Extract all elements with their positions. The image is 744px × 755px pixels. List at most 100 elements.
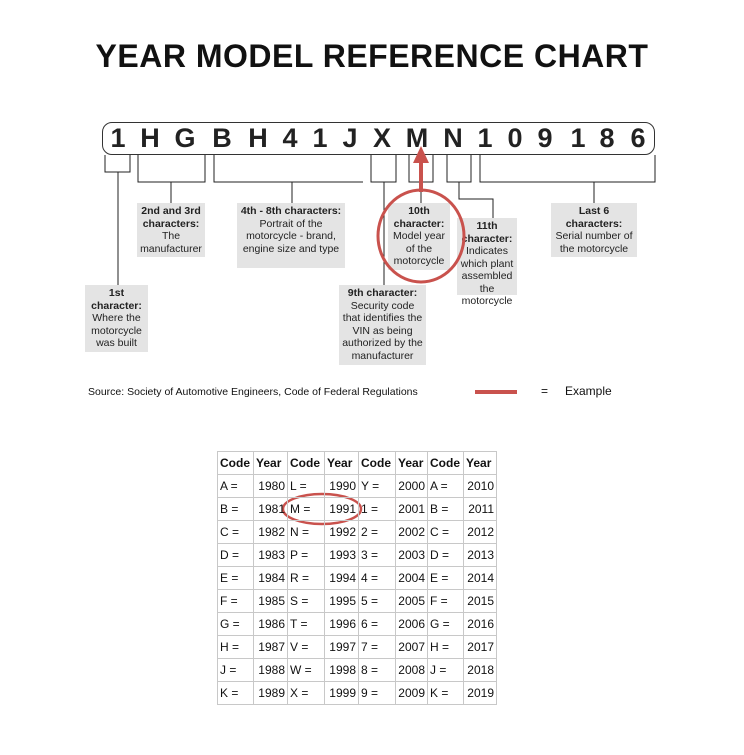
vin-char: M xyxy=(405,123,429,153)
vin-char: X xyxy=(372,123,391,153)
code-cell: T = xyxy=(287,612,325,636)
year-cell: 1990 xyxy=(324,474,359,498)
vin-char: G xyxy=(174,123,196,153)
label-1st: 1st character: Where the motorcycle was b… xyxy=(85,285,148,352)
code-cell: M = xyxy=(287,497,325,521)
column-header: Code xyxy=(427,451,464,475)
code-cell: S = xyxy=(287,589,325,613)
vin-char: 1 xyxy=(570,123,586,153)
year-cell: 2001 xyxy=(395,497,428,521)
year-cell: 2013 xyxy=(463,543,497,567)
table-row: K = 1989 X = 1999 9 = 2009 K = 2019 xyxy=(217,681,497,705)
year-cell: 2006 xyxy=(395,612,428,636)
label-11th: 11th character: Indicates which plant ass… xyxy=(457,218,517,307)
year-cell: 1999 xyxy=(324,681,359,705)
table-row: D = 1983 P = 1993 3 = 2003 D = 2013 xyxy=(217,543,497,567)
code-cell: J = xyxy=(217,658,254,682)
vin-char: 1 xyxy=(110,123,126,153)
code-cell: Y = xyxy=(358,474,396,498)
code-cell: 1 = xyxy=(358,497,396,521)
vin-box xyxy=(102,122,655,155)
year-cell: 1982 xyxy=(253,520,288,544)
vin-char: 1 xyxy=(312,123,328,153)
code-cell: E = xyxy=(427,566,464,590)
column-header: Code xyxy=(217,451,254,475)
bracket-last6 xyxy=(479,155,656,203)
code-cell: V = xyxy=(287,635,325,659)
table-row: J = 1988 W = 1998 8 = 2008 J = 2018 xyxy=(217,658,497,682)
column-header: Year xyxy=(324,451,359,475)
year-cell: 1998 xyxy=(324,658,359,682)
year-cell: 1996 xyxy=(324,612,359,636)
vin-char: H xyxy=(140,123,160,153)
code-cell: 4 = xyxy=(358,566,396,590)
year-cell: 1989 xyxy=(253,681,288,705)
table-row: B = 1981 M = 1991 1 = 2001 B = 2011 xyxy=(217,497,497,521)
code-cell: C = xyxy=(427,520,464,544)
year-cell: 2007 xyxy=(395,635,428,659)
year-cell: 2012 xyxy=(463,520,497,544)
code-cell: J = xyxy=(427,658,464,682)
code-cell: G = xyxy=(217,612,254,636)
year-cell: 1987 xyxy=(253,635,288,659)
code-cell: R = xyxy=(287,566,325,590)
label-9th: 9th character: Security code that identif… xyxy=(339,285,426,365)
page-title: YEAR MODEL REFERENCE CHART xyxy=(95,38,649,74)
vin-char: 4 xyxy=(282,123,298,153)
year-cell: 2010 xyxy=(463,474,497,498)
code-cell: L = xyxy=(287,474,325,498)
vin-char: 8 xyxy=(599,123,615,153)
vin-char: 9 xyxy=(537,123,553,153)
code-cell: P = xyxy=(287,543,325,567)
bracket-9th xyxy=(370,155,397,285)
code-cell: F = xyxy=(217,589,254,613)
code-cell: 6 = xyxy=(358,612,396,636)
bracket-1st xyxy=(104,155,131,285)
code-cell: D = xyxy=(427,543,464,567)
code-cell: K = xyxy=(217,681,254,705)
vin-char: N xyxy=(443,123,463,153)
vin-char: H xyxy=(248,123,268,153)
year-cell: 2014 xyxy=(463,566,497,590)
code-cell: X = xyxy=(287,681,325,705)
code-cell: 5 = xyxy=(358,589,396,613)
code-cell: C = xyxy=(217,520,254,544)
label-10th: 10th character: Model year of the motorcy… xyxy=(388,203,450,270)
code-cell: D = xyxy=(217,543,254,567)
year-cell: 1991 xyxy=(324,497,359,521)
year-cell: 1983 xyxy=(253,543,288,567)
legend-example: Example xyxy=(565,384,612,398)
year-cell: 2011 xyxy=(463,497,497,521)
year-cell: 2017 xyxy=(463,635,497,659)
code-cell: K = xyxy=(427,681,464,705)
code-cell: H = xyxy=(427,635,464,659)
column-header: Year xyxy=(463,451,497,475)
table-row: G = 1986 T = 1996 6 = 2006 G = 2016 xyxy=(217,612,497,636)
year-cell: 2015 xyxy=(463,589,497,613)
code-cell: F = xyxy=(427,589,464,613)
code-cell: G = xyxy=(427,612,464,636)
year-cell: 2005 xyxy=(395,589,428,613)
year-cell: 1981 xyxy=(253,497,288,521)
code-cell: N = xyxy=(287,520,325,544)
table-row: A = 1980 L = 1990 Y = 2000 A = 2010 xyxy=(217,474,497,498)
column-header: Code xyxy=(358,451,396,475)
table-row: H = 1987 V = 1997 7 = 2007 H = 2017 xyxy=(217,635,497,659)
code-cell: A = xyxy=(427,474,464,498)
year-cell: 1993 xyxy=(324,543,359,567)
vin-char: 1 xyxy=(477,123,493,153)
code-cell: H = xyxy=(217,635,254,659)
code-cell: B = xyxy=(427,497,464,521)
vin-char: 0 xyxy=(507,123,523,153)
vin-char: J xyxy=(342,123,358,153)
year-cell: 2019 xyxy=(463,681,497,705)
year-cell: 1997 xyxy=(324,635,359,659)
year-cell: 1986 xyxy=(253,612,288,636)
vin-char: 6 xyxy=(630,123,646,153)
label-4th-8th: 4th - 8th characters: Portrait of the mot… xyxy=(237,203,345,268)
code-cell: B = xyxy=(217,497,254,521)
year-cell: 2018 xyxy=(463,658,497,682)
bracket-2nd-3rd xyxy=(137,155,206,203)
code-cell: A = xyxy=(217,474,254,498)
